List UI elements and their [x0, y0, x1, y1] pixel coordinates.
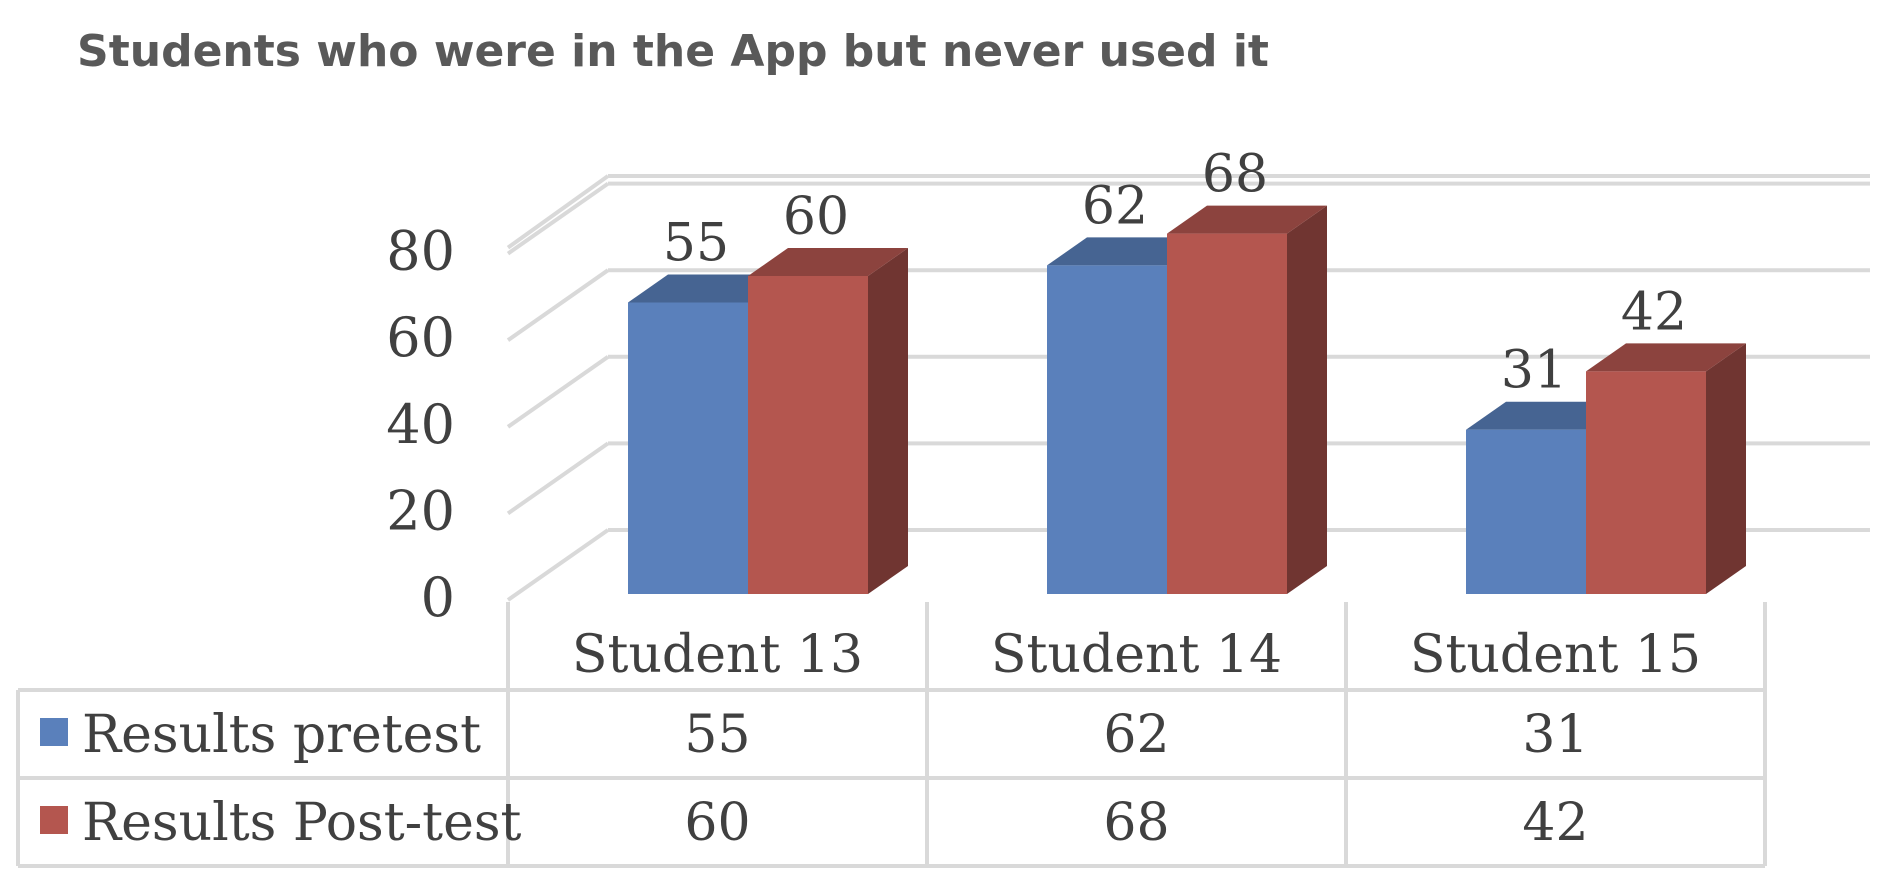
bar: [1167, 205, 1327, 594]
y-tick-label: 40: [386, 393, 455, 456]
bar: [1586, 343, 1746, 594]
data-label: 42: [1621, 282, 1687, 342]
chart-title: Students who were in the App but never u…: [77, 26, 1269, 77]
bar-front-face: [1047, 265, 1167, 594]
data-label: 62: [1082, 176, 1148, 236]
bar-top-face: [1586, 343, 1746, 372]
bar-front-face: [1466, 429, 1586, 594]
data-label: 68: [1202, 145, 1268, 205]
gridline-diagonal: [506, 528, 610, 602]
gridline-diagonal: [506, 441, 610, 516]
gridline-diagonal: [506, 268, 610, 342]
bar-front-face: [1167, 233, 1287, 594]
gridline-diagonal: [506, 181, 610, 256]
y-tick-label: 0: [421, 566, 455, 629]
gridline-diagonal: [506, 355, 610, 429]
bar-front-face: [1586, 371, 1706, 594]
bar: [748, 248, 908, 594]
series-name: Results Post-test: [82, 793, 522, 853]
table-cell: 60: [684, 793, 750, 853]
y-tick-label: 60: [386, 306, 455, 369]
bar-top-face: [1167, 205, 1327, 234]
data-labels: 55 60 62 68 31 42: [663, 145, 1687, 401]
bars: [628, 205, 1746, 594]
bar-side-face: [1287, 205, 1327, 594]
legend-key: [40, 718, 68, 746]
gridline-diagonal: [506, 174, 610, 250]
y-axis-ticks: 0 20 40 60 80: [386, 220, 455, 629]
table-cell: 62: [1103, 705, 1169, 765]
y-tick-label: 80: [386, 220, 455, 283]
category-label: Student 13: [572, 625, 863, 685]
data-label: 31: [1501, 341, 1567, 401]
category-label: Student 15: [1410, 625, 1701, 685]
data-table: Student 13 Student 14 Student 15 Results pr…: [16, 602, 1767, 868]
bar-top-face: [748, 248, 908, 276]
legend-key: [40, 806, 68, 834]
data-label: 60: [783, 187, 849, 247]
table-cell: 42: [1522, 793, 1588, 853]
category-label: Student 14: [991, 625, 1282, 685]
series-name: Results pretest: [82, 705, 481, 765]
bar-front-face: [748, 276, 868, 594]
table-cell: 55: [684, 705, 750, 765]
y-tick-label: 20: [386, 479, 455, 542]
bar-side-face: [868, 248, 908, 594]
table-cell: 68: [1103, 793, 1169, 853]
bar-front-face: [628, 302, 748, 594]
table-cell: 31: [1522, 705, 1588, 765]
bar-side-face: [1706, 343, 1746, 594]
data-label: 55: [663, 214, 729, 274]
